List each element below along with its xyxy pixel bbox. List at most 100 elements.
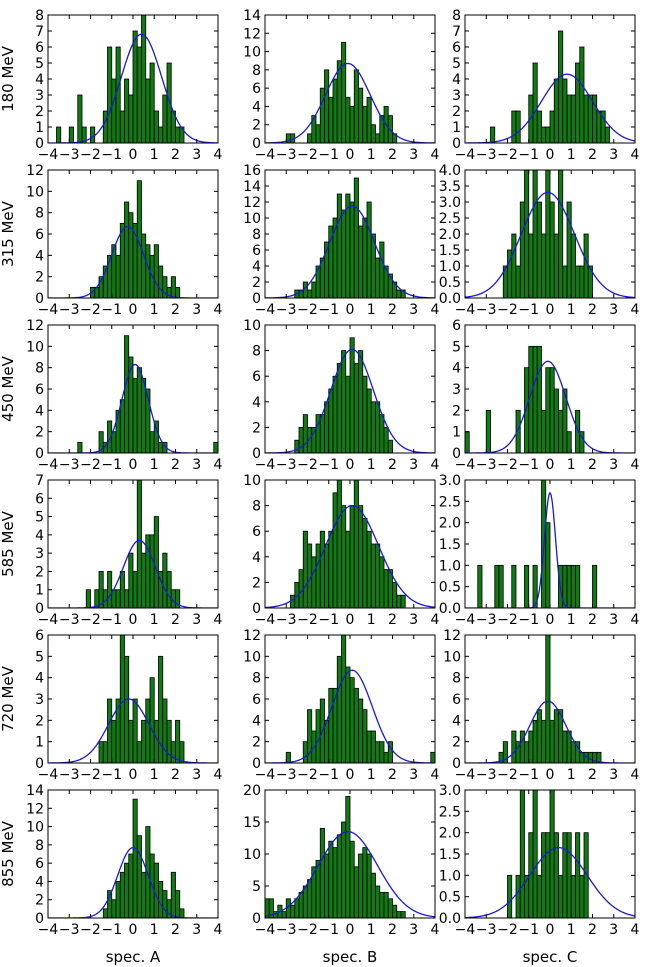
gaussian-fit-line <box>465 191 635 298</box>
x-tick-label: −1 <box>101 457 122 473</box>
row-label: 450 MeV <box>0 355 17 422</box>
histogram-bar <box>141 552 147 608</box>
x-tick-label: 3 <box>409 457 418 473</box>
x-tick-label: 1 <box>150 457 159 473</box>
histogram-bar <box>328 388 334 453</box>
histogram-bar <box>132 377 138 453</box>
histogram-bar <box>566 564 572 608</box>
histogram-bar <box>145 388 151 453</box>
histogram-bar <box>362 709 368 763</box>
histogram-bar <box>570 94 576 143</box>
y-tick-label: 4 <box>252 99 261 115</box>
y-tick-label: 14 <box>26 783 44 799</box>
histogram-bar <box>532 170 538 298</box>
y-tick-label: 0 <box>452 446 461 462</box>
histogram-bar <box>132 571 138 608</box>
y-tick-label: 4 <box>252 713 261 729</box>
x-tick-label: 0 <box>346 922 355 938</box>
x-tick-label: 2 <box>171 302 180 318</box>
histogram-bar <box>141 233 147 298</box>
histogram-bar <box>179 908 185 918</box>
histogram-bar <box>107 571 113 608</box>
bars <box>294 337 393 453</box>
histogram-bar <box>336 60 342 143</box>
histogram-bar <box>149 534 155 608</box>
gaussian-fit-line <box>465 73 635 143</box>
gaussian-fit-line <box>48 698 218 763</box>
x-tick-label: 0 <box>346 457 355 473</box>
histogram-bar <box>519 790 525 918</box>
y-tick-label: 8 <box>35 361 44 377</box>
histogram-bar <box>115 46 121 143</box>
histogram-bar <box>366 730 372 763</box>
histogram-bar <box>366 530 372 608</box>
histogram-bar <box>400 594 406 608</box>
x-tick-label: 0 <box>129 302 138 318</box>
histogram-bar <box>77 94 83 143</box>
histogram-bar <box>549 719 555 763</box>
histogram-bar <box>536 874 542 918</box>
histogram-bar <box>536 345 542 453</box>
y-tick-label: 16 <box>243 163 261 179</box>
x-tick-label: −1 <box>518 457 539 473</box>
y-tick-label: 4 <box>252 259 261 275</box>
histogram-bar <box>370 543 376 608</box>
histogram-bar <box>349 201 355 298</box>
histogram-bar <box>162 890 168 918</box>
x-tick-label: −4 <box>455 147 476 163</box>
y-tick-label: 0 <box>252 136 261 152</box>
y-tick-label: 8 <box>35 206 44 222</box>
histogram-bar <box>107 698 113 763</box>
histogram-bar <box>307 289 313 298</box>
x-tick-label: 1 <box>367 302 376 318</box>
histogram-bar <box>604 126 610 143</box>
histogram-bar <box>579 874 585 918</box>
x-tick-label: −4 <box>38 302 59 318</box>
y-tick-label: 10 <box>26 184 44 200</box>
y-tick-label: 2 <box>252 275 261 291</box>
histogram-bar <box>341 42 347 143</box>
x-tick-label: −2 <box>497 922 518 938</box>
y-tick-label: 4 <box>35 528 44 544</box>
histogram-bar <box>587 265 593 298</box>
histogram-bar <box>353 480 359 608</box>
gaussian-fit-line <box>48 33 218 143</box>
x-tick-label: 4 <box>214 922 223 938</box>
histogram-bar <box>562 730 568 763</box>
histogram-bar <box>98 741 104 763</box>
histogram-bar <box>77 441 83 453</box>
gaussian-fit-line <box>265 830 435 918</box>
y-tick-label: 3 <box>35 692 44 708</box>
histogram-bar <box>336 655 342 763</box>
histogram-bar <box>319 414 325 453</box>
histogram-bar <box>149 431 155 453</box>
x-tick-label: −4 <box>455 767 476 783</box>
y-tick-label: 2 <box>35 713 44 729</box>
histogram-bar <box>366 388 372 453</box>
y-tick-label: 4 <box>252 395 261 411</box>
y-tick-label: 1 <box>35 120 44 136</box>
x-tick-label: 4 <box>214 147 223 163</box>
x-tick-label: 2 <box>388 922 397 938</box>
histogram-bar <box>90 126 96 143</box>
histogram-bar <box>549 201 555 298</box>
histogram-bar <box>153 516 159 608</box>
x-tick-label: 3 <box>192 767 201 783</box>
row-label: 720 MeV <box>0 665 17 732</box>
histogram-bar <box>102 110 108 143</box>
histogram-bar <box>575 832 581 918</box>
panel-2-3: −4 −3 −2 −1 0 1 2 3 4 0.00.51.01.52.02.53.03.54.0 <box>439 163 640 318</box>
histogram-bar <box>119 399 125 453</box>
histogram-bar <box>111 719 117 763</box>
histogram-bar <box>575 564 581 608</box>
y-tick-label: 0 <box>452 756 461 772</box>
histogram-bar <box>383 892 389 918</box>
y-tick-label: 12 <box>243 628 261 644</box>
x-tick-label: 3 <box>609 767 618 783</box>
histogram-bar <box>349 337 355 453</box>
x-tick-label: 0 <box>546 147 555 163</box>
y-tick-label: 2.5 <box>439 494 461 510</box>
histogram-bar <box>383 426 389 453</box>
y-tick-label: 10 <box>443 649 461 665</box>
